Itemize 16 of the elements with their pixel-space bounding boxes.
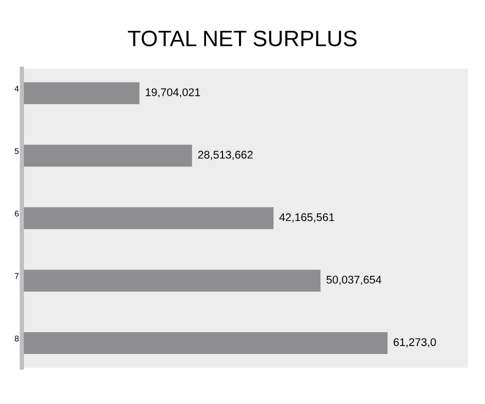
- y-tick-label: 8: [14, 336, 19, 342]
- y-tick-label: 5: [14, 148, 19, 154]
- data-label: 19,704,021: [146, 88, 200, 98]
- y-tick-label: 7: [14, 273, 19, 279]
- chart-title: TOTAL NET SURPLUS: [128, 30, 357, 46]
- bar: [22, 207, 274, 230]
- data-label: 42,165,561: [279, 213, 334, 222]
- data-label: 50,037,654: [326, 276, 382, 285]
- bar: [22, 144, 192, 167]
- data-label: 61,273,0: [394, 338, 436, 348]
- y-tick-label: 6: [14, 210, 19, 217]
- data-label: 28,513,662: [198, 150, 253, 160]
- bar: [22, 332, 388, 354]
- bar: [22, 270, 320, 292]
- bar: [22, 82, 140, 104]
- y-tick-label: 4: [14, 86, 19, 92]
